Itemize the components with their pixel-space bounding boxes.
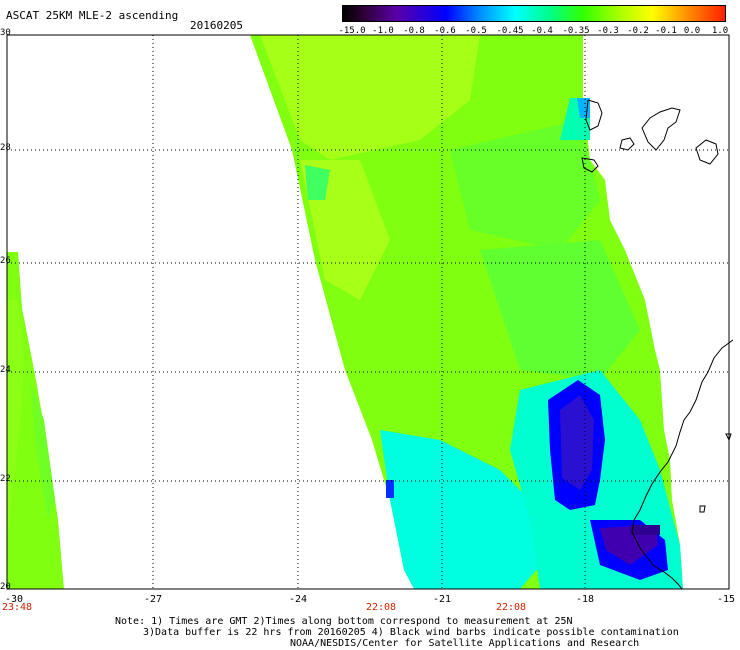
color-scale-label: -0.2 [627, 26, 649, 36]
footnote-line: Note: 1) Times are GMT 2)Times along bot… [115, 616, 573, 627]
color-scale-label: -0.35 [562, 26, 590, 36]
color-scale-label: -0.6 [434, 26, 456, 36]
map-date: 20160205 [190, 19, 243, 32]
lon-tick-label: -24 [288, 594, 308, 605]
map-frame [6, 34, 730, 590]
lon-tick-label: -15 [716, 594, 736, 605]
lat-tick-label: 24 [0, 365, 11, 375]
map-title: ASCAT 25KM MLE-2 ascending [6, 9, 179, 22]
time-label: 22:08 [495, 602, 527, 613]
color-scale-label: -1.0 [372, 26, 394, 36]
color-scale-label: -0.3 [597, 26, 619, 36]
lat-tick-label: 22 [0, 474, 11, 484]
color-scale-label: 1.0 [711, 26, 729, 36]
lon-tick-label: -18 [575, 594, 595, 605]
east-swath [250, 35, 683, 589]
color-scale-label: -15.0 [338, 26, 366, 36]
color-scale-label: -0.5 [465, 26, 487, 36]
color-scale-label: -0.45 [496, 26, 524, 36]
lat-tick-label: 26 [0, 256, 11, 266]
color-scale-label: -0.8 [403, 26, 425, 36]
lon-tick-label: -21 [432, 594, 452, 605]
color-scale-label: 0.0 [683, 26, 701, 36]
color-scale-bar [342, 5, 726, 22]
color-scale-label: -0.4 [531, 26, 553, 36]
lon-tick-label: -27 [143, 594, 163, 605]
lon-tick-label: -30 [4, 594, 24, 605]
footnote-line: 3)Data buffer is 22 hrs from 20160205 4)… [143, 627, 679, 638]
time-label: 22:08 [365, 602, 397, 613]
west-swath [7, 252, 64, 589]
color-scale-label: -0.1 [655, 26, 677, 36]
footnote-line: NOAA/NESDIS/Center for Satellite Applica… [290, 638, 640, 649]
lat-tick-label: 30 [0, 28, 11, 38]
color-scale-labels: -15.0 -1.0 -0.8 -0.6 -0.5 -0.45 -0.4 -0.… [332, 26, 732, 37]
lat-tick-label: 20 [0, 582, 11, 592]
grid-lines [7, 35, 729, 589]
time-label: 23:48 [1, 602, 33, 613]
lat-tick-label: 28 [0, 143, 11, 153]
